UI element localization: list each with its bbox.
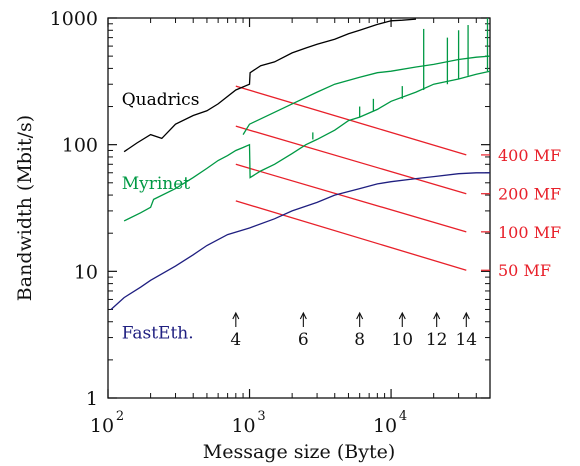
series-labels: Quadrics Myrinet FastEth. bbox=[122, 90, 200, 343]
mf-line bbox=[235, 85, 467, 156]
series-lines bbox=[110, 18, 491, 310]
x-tick-label: 10 bbox=[231, 415, 255, 437]
y-axis-title: Bandwidth (Mbit/s) bbox=[14, 115, 36, 301]
mf-label: 200 MF bbox=[498, 185, 561, 204]
mf-label: 100 MF bbox=[498, 223, 561, 242]
marker-label: 8 bbox=[354, 330, 365, 350]
marker-label: 6 bbox=[298, 330, 309, 350]
node-count-markers: 4 6 8 10 12 14 bbox=[230, 311, 477, 350]
plot-frame bbox=[107, 17, 491, 399]
y-tick-label: 1000 bbox=[50, 8, 98, 30]
x-tick-label: 10 bbox=[373, 415, 397, 437]
series-line bbox=[110, 172, 490, 310]
marker-arrow-head bbox=[356, 311, 364, 320]
marker-label: 12 bbox=[426, 330, 448, 350]
y-tick-label: 100 bbox=[62, 135, 98, 157]
series-line bbox=[123, 70, 491, 222]
marker-arrow-head bbox=[433, 311, 441, 320]
series-label: Quadrics bbox=[122, 90, 200, 110]
series-line-upper bbox=[242, 55, 491, 135]
x-tick-exponent: 4 bbox=[399, 409, 407, 424]
x-tick-exponent: 3 bbox=[257, 409, 265, 424]
series-line bbox=[123, 18, 417, 153]
mf-line bbox=[235, 200, 467, 271]
x-axis-title: Message size (Byte) bbox=[203, 441, 396, 463]
mf-label: 400 MF bbox=[498, 146, 561, 165]
series-label: Myrinet bbox=[122, 174, 191, 194]
x-axis: 10 2 10 3 10 4 bbox=[90, 18, 477, 437]
marker-arrow-head bbox=[398, 311, 406, 320]
y-axis: 1 10 100 1000 bbox=[50, 8, 490, 410]
marker-arrow-head bbox=[299, 311, 307, 320]
mf-line bbox=[235, 125, 467, 195]
reference-lines: 400 MF 200 MF 100 MF 50 MF bbox=[235, 85, 561, 280]
mf-line bbox=[235, 163, 467, 233]
y-tick-label: 10 bbox=[74, 261, 98, 283]
marker-label: 10 bbox=[391, 330, 413, 350]
x-tick-label: 10 bbox=[90, 415, 114, 437]
series-label: FastEth. bbox=[122, 323, 194, 343]
y-tick-label: 1 bbox=[86, 388, 98, 410]
marker-label: 4 bbox=[230, 330, 241, 350]
marker-arrow-head bbox=[232, 311, 240, 320]
marker-label: 14 bbox=[455, 330, 477, 350]
mf-label: 50 MF bbox=[498, 261, 551, 280]
x-tick-exponent: 2 bbox=[116, 409, 124, 424]
marker-arrow-head bbox=[462, 311, 470, 320]
